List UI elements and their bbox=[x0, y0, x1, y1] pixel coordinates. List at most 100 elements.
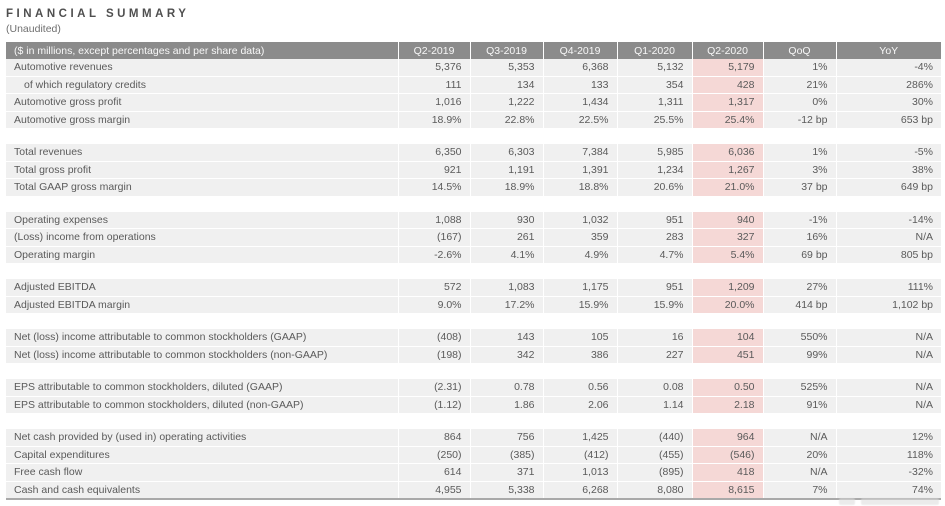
cell-yoy: 74% bbox=[835, 481, 941, 500]
cell-q1-2020: (895) bbox=[616, 463, 692, 482]
cell-q2-2019: 111 bbox=[397, 76, 470, 94]
cell-yoy: N/A bbox=[835, 346, 941, 364]
cell-q2-2019: 5,376 bbox=[397, 59, 470, 77]
cell-q1-2020: 15.9% bbox=[616, 296, 692, 314]
cell-yoy: 111% bbox=[835, 279, 941, 297]
table-row: (Loss) income from operations (167) 261 359… bbox=[6, 228, 941, 247]
cell-qoq: 21% bbox=[762, 76, 836, 94]
column-header-qoq: QoQ bbox=[762, 42, 836, 59]
cell-q2-2020: 940 bbox=[691, 211, 763, 229]
column-header-q1-2020: Q1-2020 bbox=[616, 42, 692, 59]
cell-q2-2019: 18.9% bbox=[397, 111, 470, 129]
row-label: Operating expenses bbox=[6, 211, 398, 229]
cell-yoy: -4% bbox=[835, 59, 941, 77]
cell-q4-2019: 1,013 bbox=[542, 463, 617, 482]
cell-q4-2019: 1,391 bbox=[542, 161, 617, 179]
cell-qoq: 3% bbox=[762, 161, 836, 179]
cell-q3-2019: 930 bbox=[469, 211, 543, 229]
table-row: Operating expenses 1,088 930 1,032 951 940 -1%… bbox=[6, 211, 941, 229]
row-label: (Loss) income from operations bbox=[6, 228, 398, 247]
cell-q3-2019: 1,222 bbox=[469, 93, 543, 112]
cell-q4-2019: 6,368 bbox=[542, 59, 617, 77]
separator-row bbox=[6, 263, 941, 279]
cell-q3-2019: 17.2% bbox=[469, 296, 543, 314]
cell-q2-2019: 1,088 bbox=[397, 211, 470, 229]
table-row: Free cash flow 614 371 1,013 (895) 418 N/A -32% bbox=[6, 463, 941, 482]
table-row: Operating margin -2.6% 4.1% 4.9% 4.7% 5.4% 69 … bbox=[6, 246, 941, 264]
cell-q3-2019: 134 bbox=[469, 76, 543, 94]
cell-q2-2020: 25.4% bbox=[691, 111, 763, 129]
cell-q2-2020: 1,317 bbox=[691, 93, 763, 112]
row-label: Capital expenditures bbox=[6, 446, 398, 464]
table-row: Automotive revenues 5,376 5,353 6,368 5,132 5… bbox=[6, 59, 941, 77]
cell-qoq: 1% bbox=[762, 59, 836, 77]
cell-qoq: 0% bbox=[762, 93, 836, 112]
cell-q2-2020: 8,615 bbox=[691, 481, 763, 500]
cell-q2-2020: 5.4% bbox=[691, 246, 763, 264]
separator-row bbox=[6, 128, 941, 144]
cell-q4-2019: 7,384 bbox=[542, 144, 617, 162]
cell-q1-2020: 4.7% bbox=[616, 246, 692, 264]
cell-q1-2020: 354 bbox=[616, 76, 692, 94]
table-row: Net (loss) income attributable to common… bbox=[6, 346, 941, 364]
row-label: Adjusted EBITDA bbox=[6, 279, 398, 297]
row-label: Operating margin bbox=[6, 246, 398, 264]
cell-q4-2019: 1,425 bbox=[542, 429, 617, 447]
cell-q1-2020: 283 bbox=[616, 228, 692, 247]
row-label: Total gross profit bbox=[6, 161, 398, 179]
cell-yoy: N/A bbox=[835, 228, 941, 247]
cell-q2-2019: 9.0% bbox=[397, 296, 470, 314]
cell-q2-2019: (250) bbox=[397, 446, 470, 464]
cell-q2-2019: 572 bbox=[397, 279, 470, 297]
row-label: Automotive gross profit bbox=[6, 93, 398, 112]
cell-q3-2019: 0.78 bbox=[469, 379, 543, 397]
cell-q1-2020: 951 bbox=[616, 279, 692, 297]
cell-q2-2019: 6,350 bbox=[397, 144, 470, 162]
cell-q3-2019: 4.1% bbox=[469, 246, 543, 264]
cell-q4-2019: 4.9% bbox=[542, 246, 617, 264]
cell-q1-2020: 5,132 bbox=[616, 59, 692, 77]
cell-q4-2019: 15.9% bbox=[542, 296, 617, 314]
watermark bbox=[839, 496, 939, 506]
cell-q2-2019: (198) bbox=[397, 346, 470, 364]
cell-yoy: -14% bbox=[835, 211, 941, 229]
cell-q1-2020: 16 bbox=[616, 329, 692, 347]
cell-q3-2019: 22.8% bbox=[469, 111, 543, 129]
cell-qoq: 91% bbox=[762, 396, 836, 414]
cell-qoq: 16% bbox=[762, 228, 836, 247]
header-units-label: ($ in millions, except percentages and p… bbox=[6, 42, 398, 59]
table-row: Automotive gross margin 18.9% 22.8% 22.5% 25… bbox=[6, 111, 941, 129]
table-row: Adjusted EBITDA 572 1,083 1,175 951 1,209 27% 1… bbox=[6, 279, 941, 297]
row-label: EPS attributable to common stockholders,… bbox=[6, 379, 398, 397]
table-row: of which regulatory credits 111 134 133 354 4… bbox=[6, 76, 941, 94]
cell-qoq: 7% bbox=[762, 481, 836, 500]
row-label: EPS attributable to common stockholders,… bbox=[6, 396, 398, 414]
cell-q3-2019: 371 bbox=[469, 463, 543, 482]
cell-q4-2019: 105 bbox=[542, 329, 617, 347]
cell-q2-2020: 418 bbox=[691, 463, 763, 482]
financial-summary-table: ($ in millions, except percentages and p… bbox=[6, 42, 941, 500]
cell-q1-2020: 1,311 bbox=[616, 93, 692, 112]
column-header-q4-2019: Q4-2019 bbox=[542, 42, 617, 59]
cell-qoq: 1% bbox=[762, 144, 836, 162]
column-header-q2-2019: Q2-2019 bbox=[397, 42, 470, 59]
table-row: Total GAAP gross margin 14.5% 18.9% 18.8% 20… bbox=[6, 178, 941, 197]
watermark-text-smudge bbox=[861, 497, 939, 505]
separator-row bbox=[6, 313, 941, 329]
watermark-mark bbox=[839, 497, 855, 505]
cell-q4-2019: 18.8% bbox=[542, 178, 617, 197]
cell-q3-2019: (385) bbox=[469, 446, 543, 464]
table-row: EPS attributable to common stockholders,… bbox=[6, 396, 941, 414]
header-row: ($ in millions, except percentages and p… bbox=[6, 42, 941, 59]
cell-qoq: 525% bbox=[762, 379, 836, 397]
table-row: Adjusted EBITDA margin 9.0% 17.2% 15.9% 15.9… bbox=[6, 296, 941, 314]
cell-q1-2020: 25.5% bbox=[616, 111, 692, 129]
cell-q1-2020: 20.6% bbox=[616, 178, 692, 197]
cell-q4-2019: 0.56 bbox=[542, 379, 617, 397]
cell-q1-2020: (440) bbox=[616, 429, 692, 447]
cell-qoq: 99% bbox=[762, 346, 836, 364]
cell-q2-2020: 2.18 bbox=[691, 396, 763, 414]
cell-q2-2020: 104 bbox=[691, 329, 763, 347]
table-row: Total gross profit 921 1,191 1,391 1,234 1,26… bbox=[6, 161, 941, 179]
cell-q3-2019: 342 bbox=[469, 346, 543, 364]
